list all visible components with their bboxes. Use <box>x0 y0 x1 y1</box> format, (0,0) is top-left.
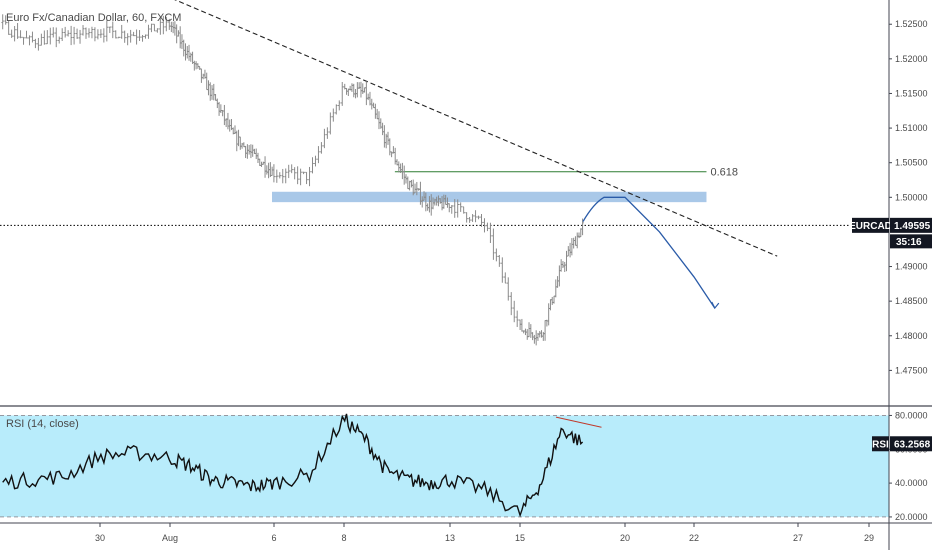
price-tick-label: 1.51000 <box>895 123 928 133</box>
last-price-tag-bg <box>890 217 932 233</box>
rsi-line <box>2 413 584 518</box>
time-tick-label: 8 <box>341 533 346 543</box>
price-tick-label: 1.49000 <box>895 262 928 272</box>
price-tick-label: 1.48000 <box>895 331 928 341</box>
price-pane: 0.618 <box>0 0 852 346</box>
rsi-tick-label: 40.0000 <box>895 478 928 488</box>
time-tick-label: 27 <box>793 533 803 543</box>
symbol-tag-bg <box>852 217 889 233</box>
fib-level-label: 0.618 <box>710 167 738 179</box>
rsi-divergence-line <box>555 416 602 428</box>
price-tick-label: 1.48500 <box>895 296 928 306</box>
trendline <box>174 0 778 257</box>
price-tick-label: 1.52000 <box>895 54 928 64</box>
price-tick-label: 1.50500 <box>895 158 928 168</box>
support-zone <box>272 191 707 203</box>
price-tick-label: 1.51500 <box>895 88 928 98</box>
symbol-tag: EURCAD <box>849 221 892 232</box>
rsi-band <box>0 415 889 517</box>
rsi-value-tag: 63.2568 <box>894 439 931 450</box>
time-tick-label: 13 <box>445 533 455 543</box>
rsi-tick-label: 20.0000 <box>895 512 928 522</box>
price-tick-label: 1.47500 <box>895 365 928 375</box>
last-price-tag: 1.49595 <box>894 221 931 232</box>
price-legend: Euro Fx/Canadian Dollar, 60, FXCM <box>6 12 182 24</box>
rsi-legend: RSI (14, close) <box>6 418 79 430</box>
time-tick-label: 15 <box>515 533 525 543</box>
time-tick-label: 30 <box>95 533 105 543</box>
countdown-tag-bg <box>890 234 932 249</box>
rsi-pane <box>0 413 889 518</box>
time-tick-label: 22 <box>689 533 699 543</box>
rsi-tag: RSI <box>872 439 889 450</box>
time-tick-label: 6 <box>271 533 276 543</box>
countdown-tag: 35:16 <box>896 237 922 248</box>
projection-arc <box>582 196 716 309</box>
time-tick-label: Aug <box>162 533 178 543</box>
price-tick-label: 1.52500 <box>895 19 928 29</box>
projection-arrowhead <box>711 301 720 310</box>
rsi-tick-label: 80.0000 <box>895 410 928 420</box>
price-tick-label: 1.50000 <box>895 192 928 202</box>
rsi-tag-bg <box>872 436 889 452</box>
time-tick-label: 20 <box>620 533 630 543</box>
time-tick-label: 29 <box>864 533 874 543</box>
rsi-value-tag-bg <box>890 436 932 452</box>
